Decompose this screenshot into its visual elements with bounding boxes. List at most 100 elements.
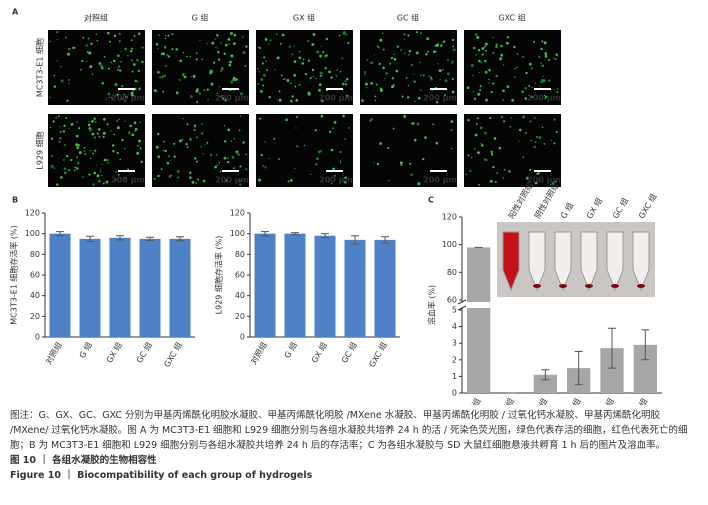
cell [136, 151, 140, 155]
cell [538, 55, 541, 59]
cell [240, 92, 243, 96]
cell [199, 39, 201, 42]
cell [67, 47, 71, 51]
y-axis-title: MC3T3-E1 细胞存活率 (%) [9, 225, 19, 325]
error-bar [541, 369, 550, 381]
cell [113, 94, 116, 97]
cell [182, 117, 185, 120]
cell [153, 89, 157, 92]
cell [117, 65, 121, 68]
cell [403, 115, 407, 118]
cell [442, 68, 444, 71]
cell [258, 178, 262, 182]
cell [417, 96, 421, 100]
cell [500, 44, 503, 48]
y-tick-label: 20 [30, 312, 40, 321]
cell [543, 143, 546, 145]
cell [420, 89, 422, 91]
cell [116, 120, 118, 122]
cell [483, 45, 486, 48]
cell [200, 132, 204, 135]
error-bar [321, 233, 329, 239]
cell [511, 98, 515, 102]
cell [96, 132, 99, 135]
cell [49, 126, 52, 129]
cell [81, 59, 84, 62]
cell [239, 115, 242, 117]
cell [298, 83, 301, 87]
cell [439, 78, 441, 81]
cell [198, 92, 202, 95]
cell [118, 40, 121, 42]
caption-note: 图注：G、GX、GC、GXC 分别为甲基丙烯酰化明胶水凝胶、甲基丙烯酰化明胶 /… [10, 410, 688, 451]
cell [195, 136, 199, 139]
y-tick-label: 120 [25, 209, 40, 218]
cell [269, 39, 272, 42]
cell [124, 100, 126, 102]
cell [481, 144, 484, 147]
cell [472, 90, 475, 93]
axis-break [458, 302, 492, 308]
y-tick-label: 40 [235, 291, 245, 300]
y-tick-label: 120 [230, 209, 245, 218]
cell [485, 159, 488, 162]
cell [447, 59, 449, 61]
cell [88, 121, 90, 123]
cell [467, 154, 470, 157]
cell [477, 92, 481, 96]
panel-label: C [428, 196, 434, 205]
cell [53, 85, 57, 88]
cell [434, 50, 437, 53]
cell [178, 78, 181, 81]
error-bar [291, 232, 299, 236]
y-tick-label: 1 [452, 372, 457, 381]
cell [131, 59, 133, 62]
cell [216, 92, 219, 95]
cell [409, 162, 412, 165]
cell [102, 182, 105, 185]
cell [228, 63, 232, 67]
cell [518, 140, 520, 142]
cell [345, 34, 348, 36]
column-header: GC 组 [397, 13, 419, 23]
cell [230, 140, 233, 142]
cell [83, 147, 86, 149]
cell [125, 179, 128, 181]
x-tick-label: GXC 组 [627, 396, 649, 405]
scale-bar-label: 200 μm [423, 94, 457, 103]
cell [481, 53, 484, 56]
cell [420, 32, 423, 35]
cell [237, 153, 241, 156]
cell [415, 31, 418, 34]
cell [56, 39, 59, 41]
bar [284, 233, 306, 337]
cell [167, 55, 171, 58]
error-bar [56, 231, 64, 237]
cell [514, 76, 516, 78]
cell [473, 97, 477, 100]
cell [410, 122, 414, 125]
bar [344, 239, 366, 337]
error-bar [574, 351, 583, 386]
cell [500, 115, 504, 119]
cell [432, 123, 435, 126]
error-bar [86, 235, 94, 242]
cell [325, 177, 327, 179]
cell [333, 121, 337, 124]
cell [226, 160, 230, 164]
cell [492, 82, 495, 85]
cell [178, 139, 182, 143]
cell [93, 171, 97, 175]
x-tick-label: GX 组 [563, 396, 583, 405]
cell [474, 133, 478, 137]
cell [490, 150, 493, 154]
cell [489, 116, 492, 120]
cell [410, 63, 413, 67]
cell [484, 59, 487, 63]
cell [544, 54, 548, 58]
cell [319, 71, 323, 75]
cell [286, 78, 290, 82]
cell [298, 56, 302, 60]
cell [495, 74, 498, 78]
cell [557, 91, 559, 93]
